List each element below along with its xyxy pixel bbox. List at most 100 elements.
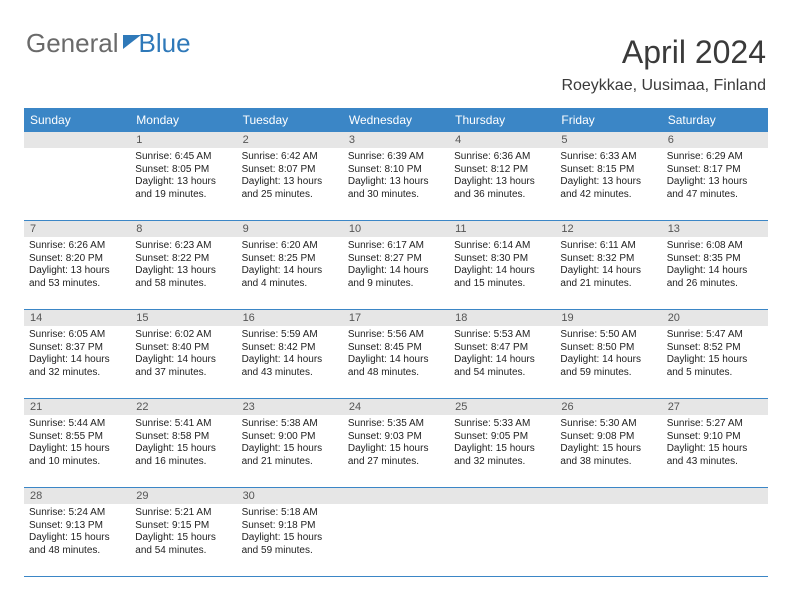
day-cell: Sunrise: 5:41 AMSunset: 8:58 PMDaylight:…	[130, 415, 236, 487]
sunset-text: Sunset: 8:52 PM	[667, 342, 763, 355]
day-cell: Sunrise: 6:17 AMSunset: 8:27 PMDaylight:…	[343, 237, 449, 309]
sunrise-text: Sunrise: 5:47 AM	[667, 329, 763, 342]
daylight-text: Daylight: 15 hours and 21 minutes.	[242, 443, 338, 468]
calendar: Sunday Monday Tuesday Wednesday Thursday…	[24, 108, 768, 577]
day-cell: Sunrise: 6:14 AMSunset: 8:30 PMDaylight:…	[449, 237, 555, 309]
sunrise-text: Sunrise: 6:17 AM	[348, 240, 444, 253]
sunrise-text: Sunrise: 5:56 AM	[348, 329, 444, 342]
sunset-text: Sunset: 8:20 PM	[29, 253, 125, 266]
week-row: Sunrise: 6:05 AMSunset: 8:37 PMDaylight:…	[24, 326, 768, 399]
daynum: 10	[343, 221, 449, 237]
day-cell: Sunrise: 6:20 AMSunset: 8:25 PMDaylight:…	[237, 237, 343, 309]
sunrise-text: Sunrise: 5:53 AM	[454, 329, 550, 342]
day-header: Friday	[555, 108, 661, 132]
sunrise-text: Sunrise: 6:11 AM	[560, 240, 656, 253]
day-cell: Sunrise: 6:45 AMSunset: 8:05 PMDaylight:…	[130, 148, 236, 220]
sunset-text: Sunset: 8:17 PM	[667, 164, 763, 177]
daynum: 16	[237, 310, 343, 326]
day-cell: Sunrise: 5:44 AMSunset: 8:55 PMDaylight:…	[24, 415, 130, 487]
daylight-text: Daylight: 13 hours and 25 minutes.	[242, 176, 338, 201]
daylight-text: Daylight: 14 hours and 21 minutes.	[560, 265, 656, 290]
sunset-text: Sunset: 8:25 PM	[242, 253, 338, 266]
daynum-row: 123456	[24, 132, 768, 148]
daylight-text: Daylight: 15 hours and 48 minutes.	[29, 532, 125, 557]
daynum: 29	[130, 488, 236, 504]
day-cell: Sunrise: 6:26 AMSunset: 8:20 PMDaylight:…	[24, 237, 130, 309]
day-cell: Sunrise: 6:23 AMSunset: 8:22 PMDaylight:…	[130, 237, 236, 309]
daynum: 14	[24, 310, 130, 326]
day-cell	[555, 504, 661, 576]
sunrise-text: Sunrise: 5:24 AM	[29, 507, 125, 520]
daylight-text: Daylight: 15 hours and 10 minutes.	[29, 443, 125, 468]
sunrise-text: Sunrise: 5:44 AM	[29, 418, 125, 431]
week-row: Sunrise: 6:45 AMSunset: 8:05 PMDaylight:…	[24, 148, 768, 221]
page-title: April 2024	[561, 34, 766, 71]
sunrise-text: Sunrise: 6:39 AM	[348, 151, 444, 164]
location-text: Roeykkae, Uusimaa, Finland	[561, 77, 766, 95]
daylight-text: Daylight: 13 hours and 42 minutes.	[560, 176, 656, 201]
sunrise-text: Sunrise: 5:18 AM	[242, 507, 338, 520]
daynum: 25	[449, 399, 555, 415]
sunset-text: Sunset: 9:03 PM	[348, 431, 444, 444]
day-cell: Sunrise: 5:59 AMSunset: 8:42 PMDaylight:…	[237, 326, 343, 398]
sunrise-text: Sunrise: 5:50 AM	[560, 329, 656, 342]
week-row: Sunrise: 6:26 AMSunset: 8:20 PM Daylight:…	[24, 237, 768, 310]
sunrise-text: Sunrise: 5:30 AM	[560, 418, 656, 431]
sunrise-text: Sunrise: 6:08 AM	[667, 240, 763, 253]
daylight-text: Daylight: 14 hours and 26 minutes.	[667, 265, 763, 290]
day-cell: Sunrise: 5:18 AMSunset: 9:18 PMDaylight:…	[237, 504, 343, 576]
sunrise-text: Sunrise: 6:42 AM	[242, 151, 338, 164]
daylight-text: Daylight: 15 hours and 27 minutes.	[348, 443, 444, 468]
sunset-text: Sunset: 9:13 PM	[29, 520, 125, 533]
daylight-text: Daylight: 14 hours and 15 minutes.	[454, 265, 550, 290]
daylight-text: Daylight: 15 hours and 54 minutes.	[135, 532, 231, 557]
sunrise-text: Sunrise: 5:35 AM	[348, 418, 444, 431]
week-row: Sunrise: 5:24 AMSunset: 9:13 PMDaylight:…	[24, 504, 768, 577]
daynum: 28	[24, 488, 130, 504]
sunrise-text: Sunrise: 5:21 AM	[135, 507, 231, 520]
sunset-text: Sunset: 8:35 PM	[667, 253, 763, 266]
daynum: 1	[130, 132, 236, 148]
daylight-text: Daylight: 13 hours and 30 minutes.	[348, 176, 444, 201]
sunrise-text: Sunrise: 6:26 AM	[29, 240, 125, 253]
logo-triangle-icon	[123, 35, 141, 49]
daynum: 12	[555, 221, 661, 237]
day-header: Wednesday	[343, 108, 449, 132]
day-header: Monday	[130, 108, 236, 132]
day-cell: Sunrise: 5:33 AMSunset: 9:05 PMDaylight:…	[449, 415, 555, 487]
sunrise-text: Sunrise: 5:38 AM	[242, 418, 338, 431]
sunset-text: Sunset: 8:37 PM	[29, 342, 125, 355]
day-header: Thursday	[449, 108, 555, 132]
daynum: 27	[662, 399, 768, 415]
day-cell	[662, 504, 768, 576]
sunset-text: Sunset: 9:08 PM	[560, 431, 656, 444]
title-block: April 2024 Roeykkae, Uusimaa, Finland	[561, 34, 766, 95]
sunset-text: Sunset: 8:27 PM	[348, 253, 444, 266]
sunset-text: Sunset: 8:12 PM	[454, 164, 550, 177]
daynum-row: 282930	[24, 488, 768, 504]
sunset-text: Sunset: 8:58 PM	[135, 431, 231, 444]
sunrise-text: Sunrise: 6:14 AM	[454, 240, 550, 253]
daynum	[555, 488, 661, 504]
sunset-text: Sunset: 8:22 PM	[135, 253, 231, 266]
week-row: Sunrise: 5:44 AMSunset: 8:55 PMDaylight:…	[24, 415, 768, 488]
logo-text-2: Blue	[139, 28, 191, 59]
day-header-row: Sunday Monday Tuesday Wednesday Thursday…	[24, 108, 768, 132]
day-cell: Sunrise: 6:33 AMSunset: 8:15 PMDaylight:…	[555, 148, 661, 220]
daylight-text: Daylight: 13 hours and 58 minutes.	[135, 265, 231, 290]
daynum	[662, 488, 768, 504]
day-cell: Sunrise: 5:35 AMSunset: 9:03 PMDaylight:…	[343, 415, 449, 487]
sunrise-text: Sunrise: 6:02 AM	[135, 329, 231, 342]
sunset-text: Sunset: 8:05 PM	[135, 164, 231, 177]
day-cell: Sunrise: 5:47 AMSunset: 8:52 PMDaylight:…	[662, 326, 768, 398]
day-cell: Sunrise: 5:27 AMSunset: 9:10 PMDaylight:…	[662, 415, 768, 487]
daynum: 4	[449, 132, 555, 148]
daylight-text: Daylight: 14 hours and 32 minutes.	[29, 354, 125, 379]
day-cell: Sunrise: 5:50 AMSunset: 8:50 PMDaylight:…	[555, 326, 661, 398]
day-cell: Sunrise: 5:21 AMSunset: 9:15 PMDaylight:…	[130, 504, 236, 576]
daylight-text: Daylight: 15 hours and 59 minutes.	[242, 532, 338, 557]
daynum-row: 78910111213	[24, 221, 768, 237]
sunset-text: Sunset: 8:30 PM	[454, 253, 550, 266]
day-cell: Sunrise: 5:24 AMSunset: 9:13 PMDaylight:…	[24, 504, 130, 576]
daylight-text: Daylight: 15 hours and 5 minutes.	[667, 354, 763, 379]
